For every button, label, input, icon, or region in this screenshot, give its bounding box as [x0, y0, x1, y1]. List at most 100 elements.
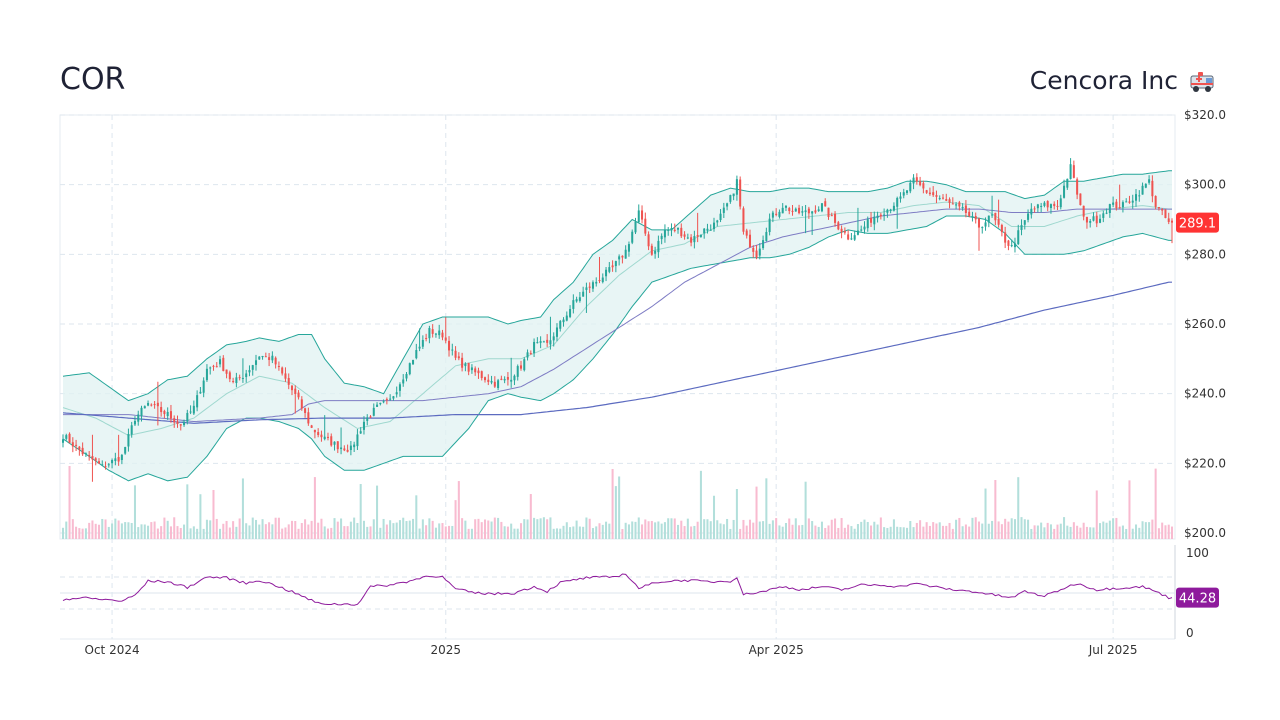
candle	[75, 439, 78, 452]
candle	[326, 432, 329, 441]
candle	[385, 397, 388, 405]
volume-bar	[78, 528, 81, 539]
candle	[323, 415, 326, 441]
volume-bar	[519, 523, 523, 539]
candle	[1167, 212, 1170, 225]
volume-bar	[686, 518, 689, 539]
candle	[784, 204, 787, 212]
volume-bar	[644, 519, 647, 539]
volume-bar	[1170, 526, 1174, 539]
volume-bar	[758, 521, 761, 539]
volume-bar	[974, 517, 977, 539]
candle	[1027, 209, 1030, 223]
candle	[742, 206, 745, 235]
volume-bar	[742, 519, 745, 539]
candle	[1033, 206, 1036, 213]
volume-bar	[549, 517, 552, 539]
volume-bar	[487, 520, 490, 539]
candle	[932, 186, 935, 197]
candle	[1010, 239, 1013, 248]
candle	[595, 277, 598, 287]
candle	[183, 419, 186, 427]
volume-bar	[362, 520, 365, 539]
y-tick-label: $280.0	[1184, 247, 1226, 261]
candle	[225, 369, 228, 379]
moving-averages	[62, 208, 1172, 424]
candle	[1079, 193, 1082, 206]
volume-bar	[1046, 522, 1049, 539]
candle	[369, 415, 372, 419]
volume-bar	[693, 525, 696, 539]
volume-bar	[1105, 522, 1108, 539]
volume-bar	[147, 525, 150, 539]
candle	[160, 401, 163, 417]
volume-bar	[258, 524, 261, 539]
candle	[856, 207, 859, 236]
volume-bar	[732, 519, 735, 539]
y-tick-label: $300.0	[1184, 178, 1226, 192]
candle	[598, 256, 601, 284]
candle	[166, 407, 169, 420]
candle	[1151, 175, 1154, 203]
candle	[817, 206, 820, 212]
candle	[1125, 198, 1128, 203]
volume-bar	[752, 522, 755, 539]
volume-bar	[1161, 522, 1164, 539]
candle	[618, 254, 621, 266]
volume-bar	[526, 519, 529, 539]
volume-bar	[1157, 528, 1160, 539]
candle	[212, 364, 215, 371]
volume-bar	[402, 517, 405, 539]
candle	[915, 173, 918, 185]
volume-bar	[834, 518, 837, 539]
volume-bar	[451, 525, 454, 539]
volume-bar	[951, 528, 954, 539]
volume-bar	[104, 519, 107, 539]
volume-bar	[919, 520, 922, 539]
volume-bar	[376, 485, 379, 539]
candle	[1036, 203, 1039, 213]
candle	[510, 357, 513, 388]
volume-bar	[771, 520, 774, 539]
volume-bar	[778, 525, 781, 539]
candle	[945, 193, 948, 202]
candle	[124, 446, 127, 455]
candle	[251, 364, 254, 376]
candle	[196, 390, 199, 412]
volume-bar	[1092, 527, 1095, 539]
volume-bar	[739, 528, 742, 539]
volume-bar	[205, 519, 208, 539]
candle	[444, 317, 447, 344]
volume-bar	[480, 522, 483, 539]
volume-bar	[762, 521, 765, 539]
candle	[631, 229, 634, 245]
candle	[209, 366, 212, 375]
candle	[490, 375, 493, 385]
candle	[820, 203, 823, 213]
volume-bar	[415, 495, 418, 539]
volume-bar	[915, 522, 918, 539]
volume-bar	[726, 518, 729, 539]
volume-bar	[497, 517, 500, 539]
volume-bar	[238, 518, 241, 539]
volume-bar	[1059, 523, 1062, 539]
volume-bar	[1138, 527, 1141, 539]
candle	[205, 364, 208, 382]
volume-bar	[1102, 521, 1105, 539]
y-tick-label: $260.0	[1184, 317, 1226, 331]
volume-bar	[1072, 522, 1075, 539]
candle	[474, 366, 477, 376]
volume-bar	[160, 526, 163, 539]
candle	[605, 267, 608, 282]
x-tick-label: Oct 2024	[85, 643, 140, 657]
candle	[1063, 179, 1066, 199]
candle	[1085, 216, 1088, 229]
candle	[968, 207, 971, 218]
candle	[624, 245, 627, 259]
volume-bar	[336, 521, 339, 539]
candle	[238, 374, 241, 381]
volume-bar	[1036, 525, 1039, 539]
candle	[1118, 184, 1121, 209]
volume-bar	[359, 484, 362, 539]
candle	[199, 387, 202, 394]
